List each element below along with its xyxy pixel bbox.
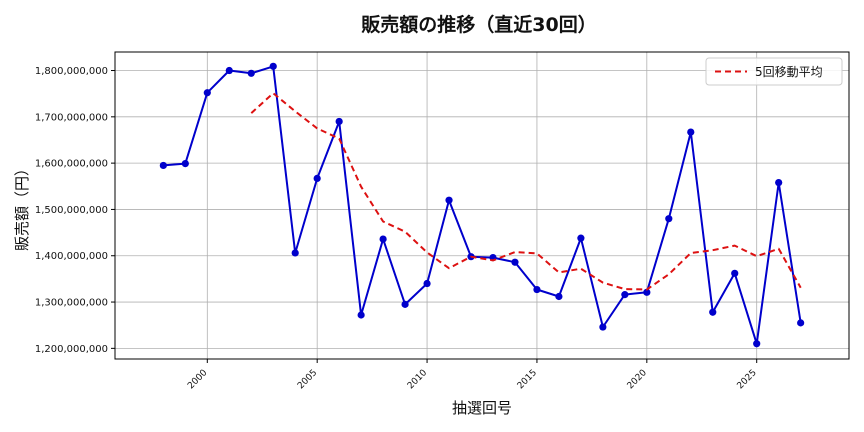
sales-point <box>731 269 739 277</box>
sales-point <box>247 69 255 77</box>
plot-frame <box>114 51 850 360</box>
sales-point <box>775 178 783 187</box>
legend-label-moving-average: 5回移動平均 <box>755 65 823 79</box>
y-tick-label: 1,500,000,000 <box>35 205 108 216</box>
legend-box <box>705 57 843 86</box>
legend: 5回移動平均 <box>705 57 843 86</box>
sales-point <box>291 249 299 257</box>
y-tick-label: 1,700,000,000 <box>35 112 108 123</box>
sales-point <box>577 234 585 242</box>
y-tick-label: 1,800,000,000 <box>35 66 108 77</box>
x-tick-label: 2000 <box>186 368 209 391</box>
sales-point <box>599 323 607 331</box>
x-tick-label: 2005 <box>296 368 319 391</box>
sales-point <box>643 288 651 296</box>
sales-point <box>225 66 233 75</box>
x-tick-label: 2010 <box>406 368 429 391</box>
x-tick-label: 2015 <box>516 368 539 391</box>
y-tick-label: 1,600,000,000 <box>35 159 108 170</box>
sales-point <box>423 279 431 288</box>
grid <box>115 52 849 359</box>
series-layer <box>159 62 805 348</box>
y-axis: 1,200,000,000 1,300,000,000 1,400,000,000 1… <box>35 66 115 355</box>
sales-line <box>163 65 802 345</box>
x-tick-label: 2025 <box>736 368 759 391</box>
sales-point <box>533 285 541 294</box>
sales-point <box>753 340 761 348</box>
sales-point <box>401 300 409 308</box>
sales-point <box>709 308 717 316</box>
sales-point <box>621 291 629 299</box>
sales-point <box>445 196 453 204</box>
sales-point <box>269 62 277 70</box>
sales-point <box>665 215 673 223</box>
y-axis-label: 販売額（円） <box>13 161 31 251</box>
sales-point <box>203 89 211 97</box>
sales-point <box>357 311 365 319</box>
sales-point <box>181 159 189 168</box>
sales-point <box>511 258 519 266</box>
x-axis: 2000 2005 2010 2015 2020 2025 <box>186 359 759 391</box>
y-tick-label: 1,300,000,000 <box>35 298 108 309</box>
x-tick-label: 2020 <box>626 368 649 391</box>
sales-point <box>379 235 387 243</box>
sales-point <box>159 161 167 170</box>
chart-title: 販売額の推移（直近30回） <box>361 13 596 36</box>
sales-point <box>313 174 321 183</box>
sales-point <box>797 319 805 327</box>
sales-point <box>555 292 563 301</box>
y-tick-label: 1,400,000,000 <box>35 251 108 262</box>
x-axis-label: 抽選回号 <box>452 399 512 417</box>
moving-average-line <box>250 92 802 291</box>
sales-point <box>335 117 343 126</box>
y-tick-label: 1,200,000,000 <box>35 344 108 355</box>
sales-point <box>687 128 695 136</box>
